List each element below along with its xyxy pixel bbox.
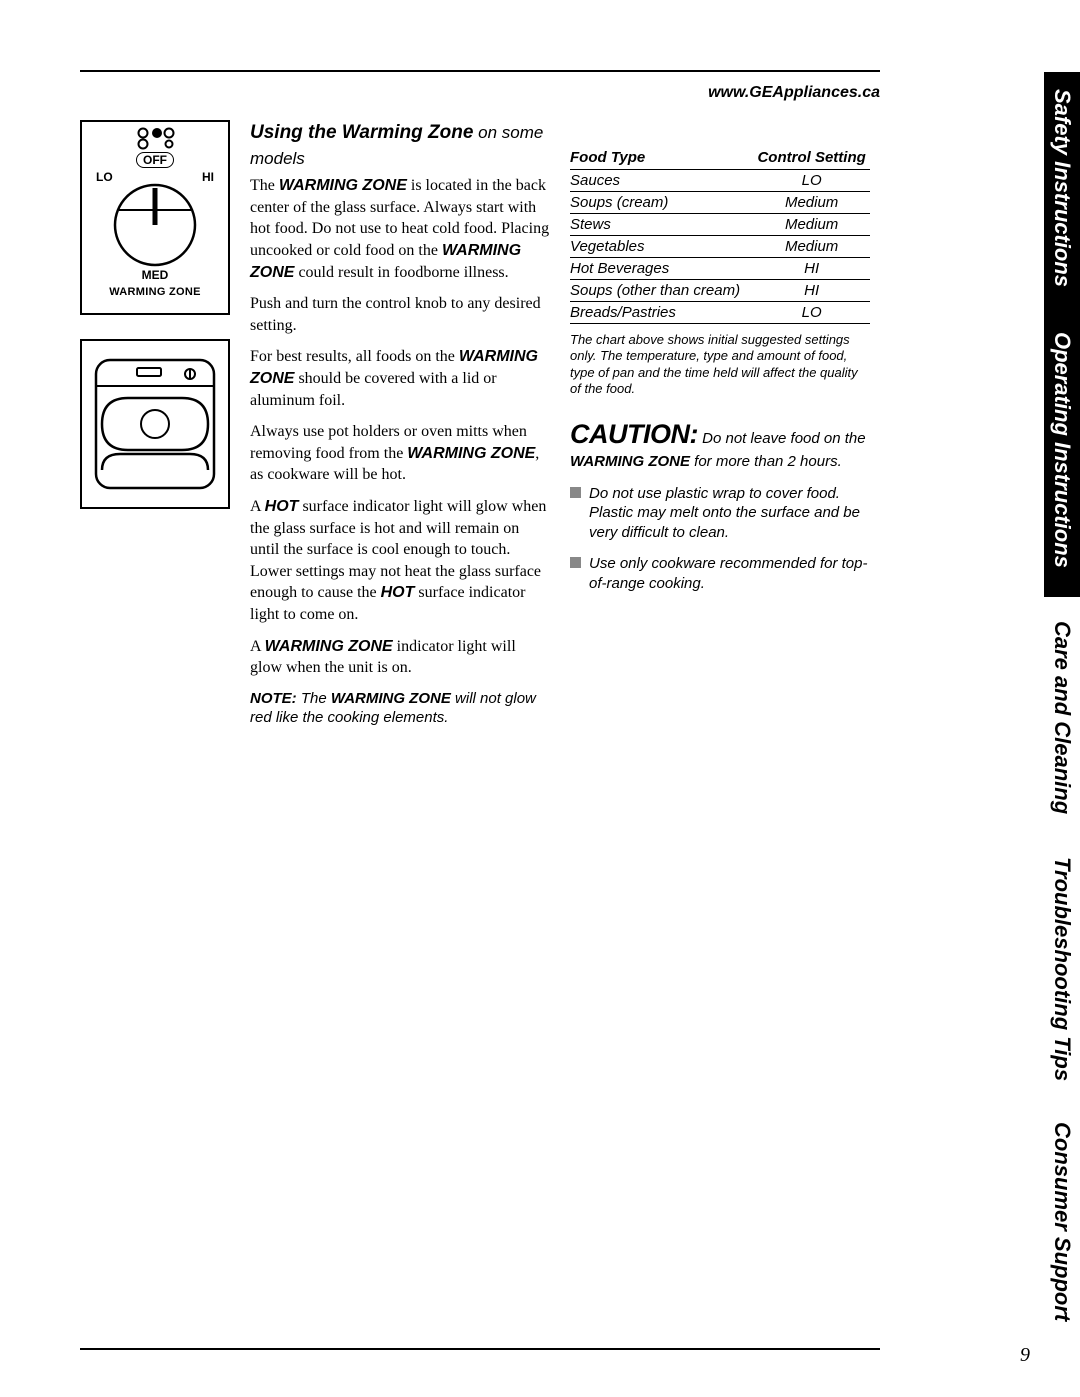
para-6: A WARMING ZONE indicator light will glow… [250, 636, 550, 679]
bullet-text: Do not use plastic wrap to cover food. P… [589, 484, 870, 543]
td-food: Sauces [570, 170, 753, 192]
tab-consumer[interactable]: Consumer Support [1044, 1100, 1080, 1342]
td-setting: Medium [753, 236, 870, 258]
section-title: Using the Warming Zone on some models [250, 120, 550, 171]
bullet-square-icon [570, 487, 581, 498]
p3a: For best results, all foods on the [250, 348, 459, 365]
p6a: A [250, 638, 265, 655]
bullet-item: Use only cookware recommended for top-of… [570, 554, 870, 593]
bullet-square-icon [570, 557, 581, 568]
section-title-text: Using the Warming Zone [250, 122, 473, 143]
td-food: Soups (other than cream) [570, 280, 753, 302]
td-food: Hot Beverages [570, 258, 753, 280]
table-row: VegetablesMedium [570, 236, 870, 258]
th-food: Food Type [570, 146, 753, 170]
bullet-item: Do not use plastic wrap to cover food. P… [570, 484, 870, 543]
caution-block: CAUTION: Do not leave food on the WARMIN… [570, 417, 870, 472]
table-row: SaucesLO [570, 170, 870, 192]
td-setting: Medium [753, 214, 870, 236]
knob-title-label: WARMING ZONE [109, 286, 201, 298]
page: www.GEAppliances.ca Safety Instructions … [0, 0, 1080, 1397]
stove-diagram [80, 339, 230, 509]
p5b: HOT [265, 498, 299, 515]
middle-column: Using the Warming Zone on some models Th… [250, 120, 550, 738]
table-row: StewsMedium [570, 214, 870, 236]
page-number: 9 [1020, 1344, 1030, 1367]
td-setting: LO [753, 302, 870, 324]
caution-b: WARMING ZONE [570, 453, 690, 470]
para-5: A HOT surface indicator light will glow … [250, 496, 550, 626]
tab-troubleshooting[interactable]: Troubleshooting Tips [1044, 838, 1080, 1100]
table-note: The chart above shows initial suggested … [570, 332, 870, 397]
caution-c: for more than 2 hours. [690, 453, 842, 470]
p6b: WARMING ZONE [265, 638, 393, 655]
p1b: WARMING ZONE [279, 177, 407, 194]
td-food: Vegetables [570, 236, 753, 258]
bullet-list: Do not use plastic wrap to cover food. P… [570, 484, 870, 594]
tab-care[interactable]: Care and Cleaning [1044, 597, 1080, 839]
p1e: could result in foodborne illness. [294, 264, 508, 281]
knob-diagram: OFF LO HI MED WARMING ZONE [80, 120, 230, 315]
note-c: WARMING ZONE [331, 690, 451, 707]
td-setting: HI [753, 258, 870, 280]
note-a: NOTE: [250, 690, 297, 707]
td-setting: Medium [753, 192, 870, 214]
main-content: OFF LO HI MED WARMING ZONE [80, 120, 870, 738]
cooktop-dots-icon [133, 126, 177, 150]
table-row: Soups (other than cream)HI [570, 280, 870, 302]
settings-table: Food Type Control Setting SaucesLO Soups… [570, 146, 870, 324]
header-url: www.GEAppliances.ca [708, 84, 880, 102]
td-food: Breads/Pastries [570, 302, 753, 324]
p1a: The [250, 177, 279, 194]
table-row: Breads/PastriesLO [570, 302, 870, 324]
tab-safety[interactable]: Safety Instructions [1044, 72, 1080, 303]
table-row: Soups (cream)Medium [570, 192, 870, 214]
left-column: OFF LO HI MED WARMING ZONE [80, 120, 230, 738]
para-2: Push and turn the control knob to any de… [250, 293, 550, 336]
para-1: The WARMING ZONE is located in the back … [250, 175, 550, 283]
td-food: Soups (cream) [570, 192, 753, 214]
table-header-row: Food Type Control Setting [570, 146, 870, 170]
p5d: HOT [381, 584, 415, 601]
right-column: Food Type Control Setting SaucesLO Soups… [570, 120, 870, 738]
td-food: Stews [570, 214, 753, 236]
para-4: Always use pot holders or oven mitts whe… [250, 421, 550, 486]
bullet-text: Use only cookware recommended for top-of… [589, 554, 870, 593]
td-setting: HI [753, 280, 870, 302]
stovetop-icon [90, 354, 220, 494]
knob-icon [105, 180, 205, 270]
table-row: Hot BeveragesHI [570, 258, 870, 280]
para-3: For best results, all foods on the WARMI… [250, 346, 550, 411]
note-line: NOTE: The WARMING ZONE will not glow red… [250, 689, 550, 728]
side-tabs: Safety Instructions Operating Instructio… [1044, 72, 1080, 1342]
knob-med-label: MED [142, 268, 169, 282]
th-setting: Control Setting [753, 146, 870, 170]
p5a: A [250, 498, 265, 515]
p4b: WARMING ZONE [407, 445, 535, 462]
note-b: The [297, 690, 331, 707]
td-setting: LO [753, 170, 870, 192]
tab-operating[interactable]: Operating Instructions [1044, 303, 1080, 596]
knob-off-label: OFF [136, 152, 174, 168]
caution-word: CAUTION: [570, 419, 698, 449]
caution-a: Do not leave food on the [698, 430, 866, 447]
